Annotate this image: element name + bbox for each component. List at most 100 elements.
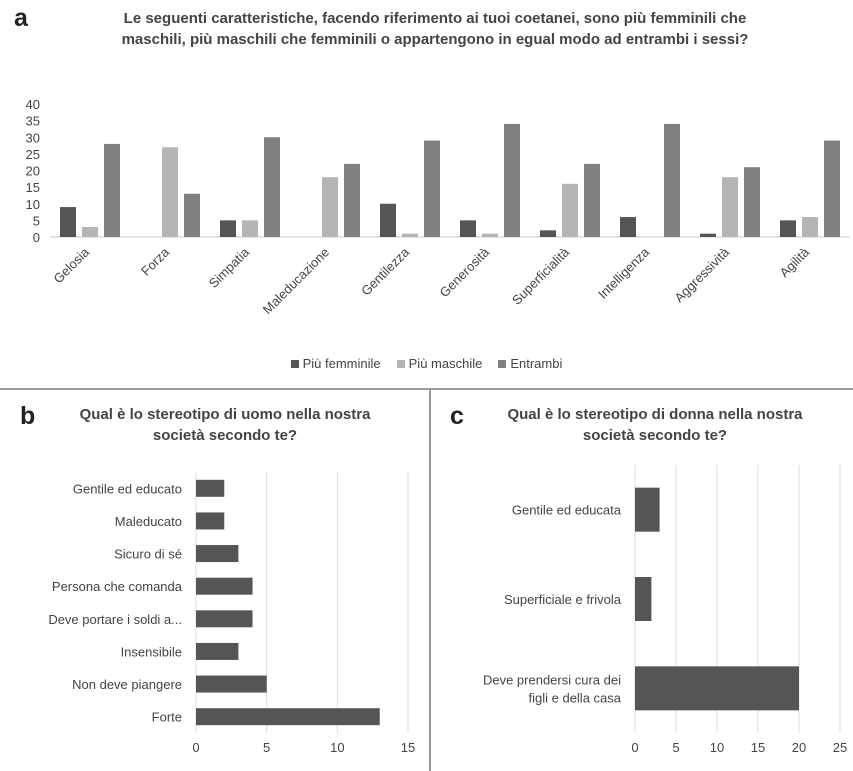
y-tick-label-25: 25 (26, 147, 40, 162)
bar-piu-maschile-gentilezza (402, 233, 418, 237)
bar-entrambi-aggressivita (744, 167, 760, 237)
chart-c-category-label-superficiale-e-frivola: Superficiale e frivola (504, 592, 622, 607)
panel-letter-c: c (450, 402, 464, 430)
chart-c-x-tick-label-20: 20 (792, 740, 806, 755)
legend-label-piu-femminile: Più femminile (302, 356, 381, 371)
x-tick-label-gentilezza: Gentilezza (358, 244, 413, 299)
chart-b-category-label-line: Gentile ed educato (73, 481, 182, 496)
chart-b-category-label-line: Insensibile (121, 644, 182, 659)
chart-b-title: Qual è lo stereotipo di uomo nella nostr… (79, 406, 371, 444)
legend-item-piu-femminile: Più femminile (290, 356, 381, 371)
legend-swatch-piu-maschile (396, 360, 405, 368)
chart-b-bar-gentile-ed-educato (196, 479, 225, 497)
legend-label-piu-maschile: Più maschile (408, 356, 483, 371)
chart-b-x-tick-label-15: 15 (401, 740, 415, 755)
chart-c: 0 5 10 15 20 25 Gentile ed educata Superficiale… (483, 465, 847, 755)
legend-item-entrambi: Entrambi (498, 356, 562, 371)
chart-c-bar-superficiale-e-frivola (635, 577, 652, 621)
chart-b-category-label-gentile-ed-educato: Gentile ed educato (73, 481, 182, 496)
bar-piu-maschile-forza (162, 147, 178, 237)
y-tick-label-15: 15 (26, 180, 40, 195)
y-tick-label-20: 20 (26, 164, 40, 179)
y-tick-label-10: 10 (26, 197, 40, 212)
chart-b-category-label-line: Persona che comanda (52, 579, 183, 594)
y-tick-label-30: 30 (26, 130, 40, 145)
chart-b-category-label-deve-portare-i-soldi-a: Deve portare i soldi a... (48, 612, 182, 627)
legend-swatch-entrambi (498, 360, 507, 368)
x-tick-label-simpatia: Simpatia (206, 244, 253, 291)
chart-b-x-tick-label-0: 0 (192, 740, 199, 755)
chart-b-category-label-line: Maleducato (115, 514, 182, 529)
bar-piu-femminile-intelligenza (620, 217, 636, 237)
bar-entrambi-forza (184, 193, 200, 237)
x-tick-label-intelligenza: Intelligenza (595, 244, 653, 302)
y-tick-label-35: 35 (26, 114, 40, 129)
bar-piu-femminile-generosita (460, 220, 476, 237)
x-tick-label-generosita: Generosità (437, 244, 493, 300)
x-tick-label-gelosia: Gelosia (50, 244, 92, 286)
chart-c-title: Qual è lo stereotipo di donna nella nost… (507, 406, 803, 444)
y-tick-label-0: 0 (33, 230, 40, 245)
bar-entrambi-intelligenza (664, 123, 680, 237)
chart-b-category-label-line: Forte (152, 710, 182, 725)
x-tick-label-aggressivita: Aggressività (671, 244, 732, 305)
chart-b-bar-persona-che-comanda (196, 577, 253, 595)
bar-piu-maschile-gelosia (82, 227, 98, 237)
chart-c-category-label-line: Deve prendersi cura dei (483, 672, 621, 687)
chart-c-category-label-line: figli e della casa (529, 690, 622, 705)
chart-b-bar-maleducato (196, 512, 225, 530)
chart-c-category-label-line: Superficiale e frivola (504, 592, 622, 607)
y-tick-label-40: 40 (26, 97, 40, 112)
chart-c-bar-gentile-ed-educata (635, 487, 660, 532)
panel-letter-b: b (20, 402, 36, 430)
chart-c-x-tick-label-5: 5 (672, 740, 679, 755)
bar-entrambi-agilita (824, 140, 840, 237)
y-tick-label-5: 5 (33, 213, 40, 228)
bar-entrambi-superficialita (584, 163, 600, 237)
bar-piu-maschile-agilita (802, 217, 818, 237)
bar-piu-femminile-superficialita (540, 230, 556, 237)
chart-c-category-label-deve-prendersi-cura-dei-figli-e-della-casa: Deve prendersi cura dei figli e della cas… (483, 672, 622, 705)
chart-c-category-label-line: Gentile ed educata (512, 503, 622, 518)
chart-c-x-tick-label-0: 0 (631, 740, 638, 755)
chart-b-category-label-persona-che-comanda: Persona che comanda (52, 579, 183, 594)
vertical-divider (429, 390, 431, 771)
chart-b-category-label-sicuro-di-se: Sicuro di sé (114, 547, 182, 562)
chart-b-category-label-line: Deve portare i soldi a... (48, 612, 182, 627)
chart-b-x-tick-label-5: 5 (263, 740, 270, 755)
bar-entrambi-simpatia (264, 137, 280, 237)
bar-piu-femminile-gelosia (60, 207, 76, 237)
bar-piu-maschile-maleducazione (322, 177, 338, 237)
panel-a: a Le seguenti caratteristiche, facendo r… (14, 4, 850, 371)
bar-entrambi-generosita (504, 123, 520, 237)
legend-item-piu-maschile: Più maschile (396, 356, 483, 371)
chart-c-x-tick-label-10: 10 (710, 740, 724, 755)
panel-b: b Qual è lo stereotipo di uomo nella nos… (0, 390, 430, 771)
x-tick-label-maleducazione: Maleducazione (260, 245, 332, 317)
chart-b-category-label-forte: Forte (152, 710, 182, 725)
chart-c-category-label-gentile-ed-educata: Gentile ed educata (512, 503, 622, 518)
chart-b-category-label-line: Non deve piangere (72, 677, 182, 692)
bar-piu-maschile-simpatia (242, 220, 258, 237)
horizontal-divider (0, 388, 853, 390)
bar-entrambi-gelosia (104, 143, 120, 237)
chart-c-bar-deve-prendersi-cura-dei-figli-e-della-casa (635, 666, 799, 711)
bar-piu-femminile-gentilezza (380, 203, 396, 237)
bar-entrambi-gentilezza (424, 140, 440, 237)
legend-label-entrambi: Entrambi (510, 356, 563, 371)
panel-letter-a: a (14, 4, 28, 32)
chart-b-category-label-non-deve-piangere: Non deve piangere (72, 677, 182, 692)
bar-piu-femminile-agilita (780, 220, 796, 237)
chart-b-x-tick-label-10: 10 (330, 740, 344, 755)
chart-a-title: Le seguenti caratteristiche, facendo rif… (121, 10, 749, 48)
x-tick-label-forza: Forza (138, 244, 173, 279)
chart-b-bar-deve-portare-i-soldi-a (196, 610, 253, 628)
bar-piu-maschile-generosita (482, 233, 498, 237)
chart-b-category-label-insensibile: Insensibile (121, 644, 182, 659)
bar-piu-maschile-superficialita (562, 183, 578, 237)
chart-b-category-label-maleducato: Maleducato (115, 514, 182, 529)
bar-piu-maschile-aggressivita (722, 177, 738, 237)
bar-entrambi-maleducazione (344, 163, 360, 237)
chart-c-x-tick-label-15: 15 (751, 740, 765, 755)
